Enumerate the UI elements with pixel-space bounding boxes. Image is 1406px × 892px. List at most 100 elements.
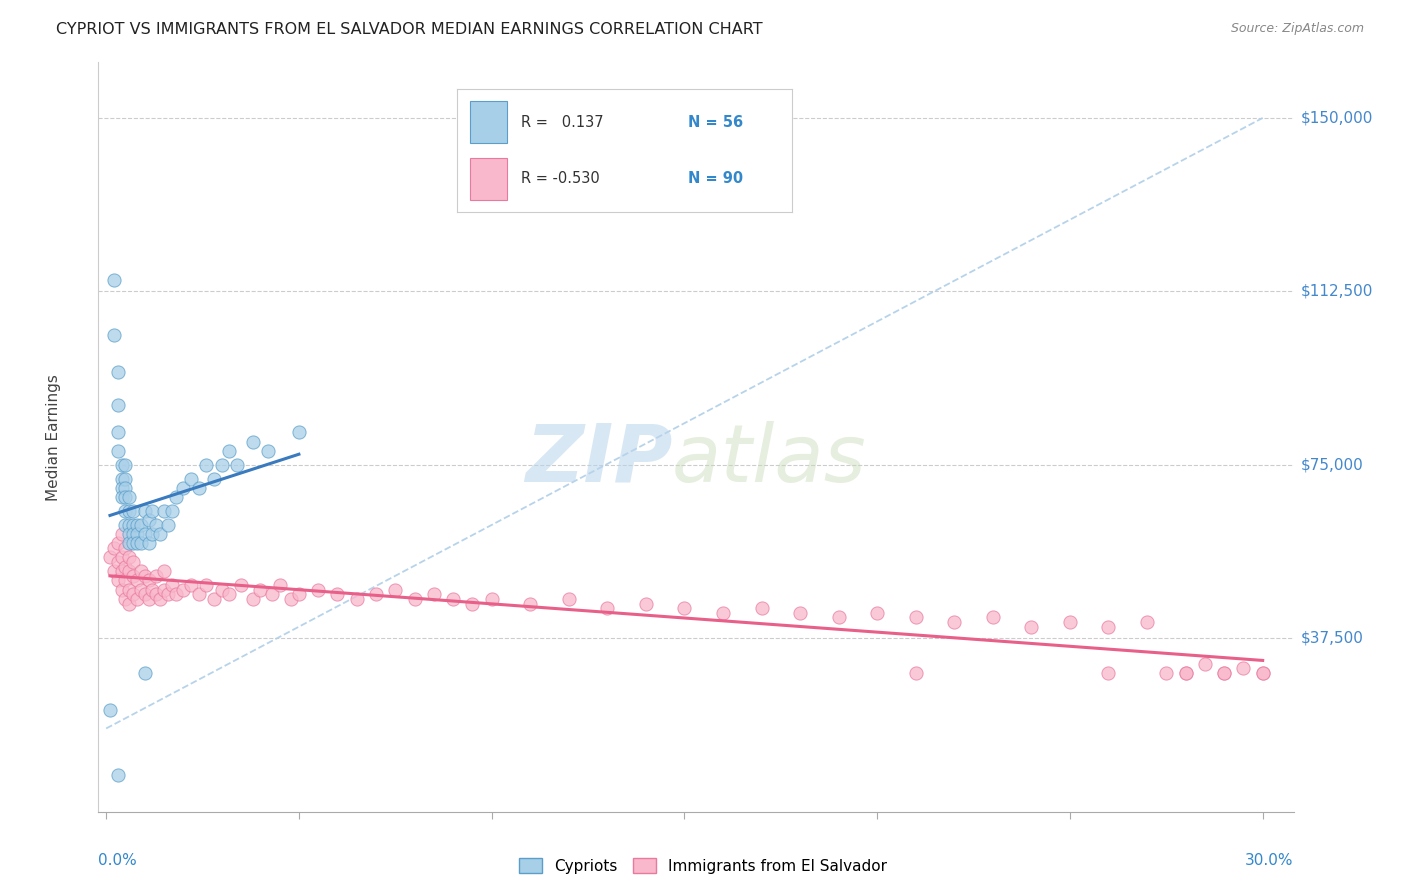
Point: [114, 559, 136, 574]
Point: [558, 591, 581, 606]
Point: [187, 481, 209, 495]
Point: [1174, 665, 1197, 680]
Point: [751, 601, 773, 615]
Point: [346, 591, 368, 606]
Point: [122, 587, 145, 601]
Point: [519, 597, 541, 611]
Point: [98, 703, 121, 717]
Point: [110, 472, 132, 486]
Point: [384, 582, 406, 597]
Point: [114, 504, 136, 518]
Text: atlas: atlas: [672, 420, 868, 499]
Point: [226, 458, 249, 472]
Text: $112,500: $112,500: [1301, 284, 1374, 299]
Point: [866, 606, 889, 620]
Point: [1251, 665, 1274, 680]
Point: [211, 458, 233, 472]
Point: [195, 578, 218, 592]
Point: [1213, 665, 1236, 680]
Point: [145, 569, 167, 583]
Point: [122, 518, 145, 533]
Point: [634, 597, 657, 611]
Point: [260, 587, 283, 601]
Point: [114, 458, 136, 472]
Point: [129, 536, 152, 550]
Point: [180, 578, 202, 592]
Text: 0.0%: 0.0%: [98, 853, 138, 868]
Point: [134, 665, 156, 680]
Point: [141, 527, 163, 541]
Point: [125, 591, 148, 606]
Point: [288, 587, 311, 601]
Point: [107, 574, 129, 588]
Text: $75,000: $75,000: [1301, 458, 1364, 473]
Point: [107, 768, 129, 782]
Point: [118, 582, 141, 597]
Point: [943, 615, 966, 629]
Point: [481, 591, 503, 606]
Text: ZIP: ZIP: [524, 420, 672, 499]
Point: [114, 591, 136, 606]
Point: [1136, 615, 1159, 629]
Text: Median Earnings: Median Earnings: [45, 374, 60, 500]
Text: CYPRIOT VS IMMIGRANTS FROM EL SALVADOR MEDIAN EARNINGS CORRELATION CHART: CYPRIOT VS IMMIGRANTS FROM EL SALVADOR M…: [56, 22, 763, 37]
Point: [107, 444, 129, 458]
Point: [114, 490, 136, 504]
Point: [125, 518, 148, 533]
Point: [280, 591, 302, 606]
Point: [134, 527, 156, 541]
Point: [118, 518, 141, 533]
Point: [904, 665, 927, 680]
Point: [257, 444, 280, 458]
Point: [1097, 665, 1119, 680]
Point: [172, 582, 194, 597]
Point: [125, 527, 148, 541]
Point: [288, 425, 311, 440]
Point: [138, 536, 160, 550]
Point: [242, 434, 264, 449]
Point: [141, 504, 163, 518]
Point: [110, 564, 132, 578]
Text: 30.0%: 30.0%: [1246, 853, 1294, 868]
Point: [1194, 657, 1216, 671]
Point: [364, 587, 387, 601]
Point: [153, 564, 176, 578]
Point: [134, 587, 156, 601]
Point: [149, 591, 172, 606]
Point: [156, 518, 179, 533]
Point: [218, 587, 240, 601]
Point: [103, 541, 125, 555]
Point: [827, 610, 849, 624]
Point: [156, 587, 179, 601]
Point: [149, 527, 172, 541]
Point: [122, 569, 145, 583]
Point: [326, 587, 349, 601]
Point: [107, 555, 129, 569]
Point: [110, 550, 132, 565]
Text: Source: ZipAtlas.com: Source: ZipAtlas.com: [1230, 22, 1364, 36]
Point: [789, 606, 811, 620]
Point: [122, 504, 145, 518]
Point: [160, 504, 183, 518]
Point: [1021, 620, 1043, 634]
Point: [981, 610, 1004, 624]
Point: [1156, 665, 1178, 680]
Point: [229, 578, 252, 592]
Point: [1232, 661, 1254, 675]
Point: [141, 582, 163, 597]
Point: [249, 582, 271, 597]
Point: [218, 444, 240, 458]
Point: [118, 564, 141, 578]
Point: [118, 536, 141, 550]
Legend: Cypriots, Immigrants from El Salvador: Cypriots, Immigrants from El Salvador: [513, 852, 893, 880]
Point: [110, 527, 132, 541]
Point: [134, 569, 156, 583]
Point: [134, 504, 156, 518]
Point: [110, 458, 132, 472]
Point: [145, 518, 167, 533]
Text: $150,000: $150,000: [1301, 111, 1374, 126]
Point: [307, 582, 329, 597]
Point: [145, 587, 167, 601]
Point: [129, 582, 152, 597]
Point: [441, 591, 464, 606]
